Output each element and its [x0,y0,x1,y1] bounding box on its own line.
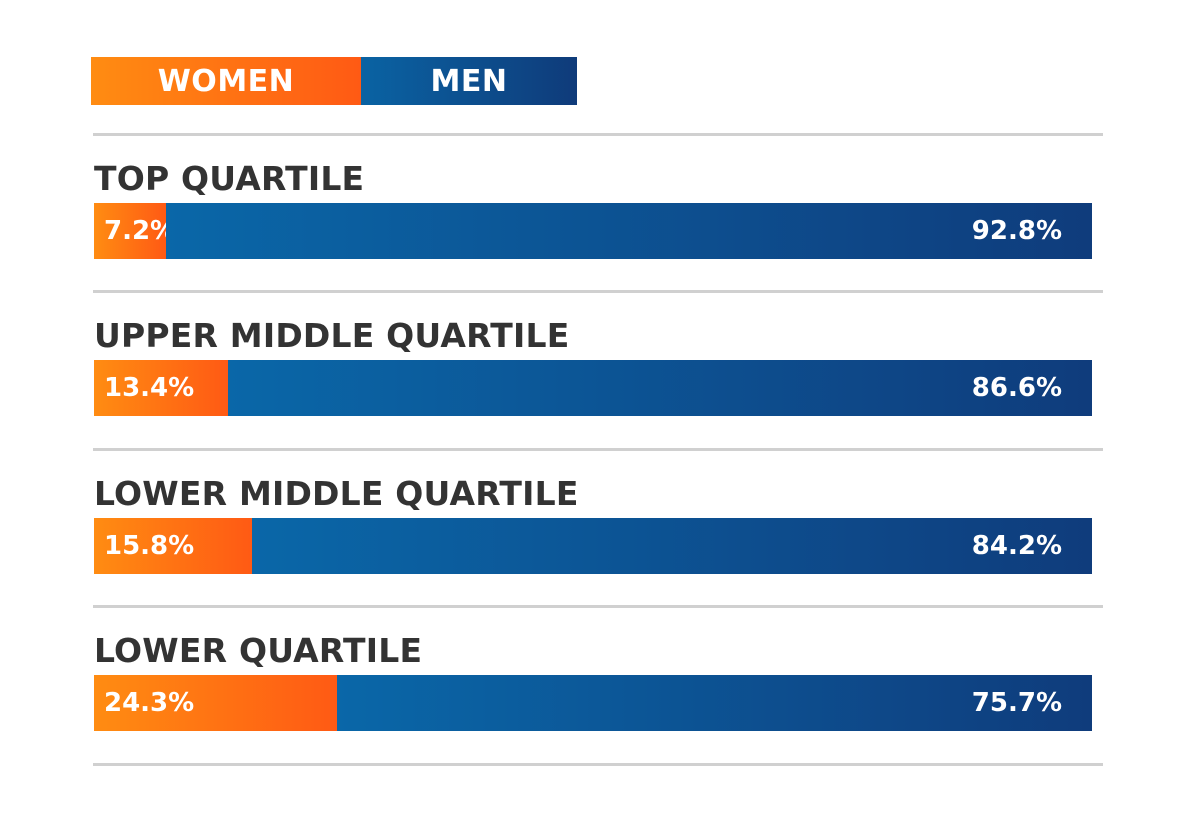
data-label-women: 7.2% [104,216,177,246]
bar-segment-women: 13.4% [94,360,228,416]
divider [93,133,1103,136]
bar-segment-men: 84.2% [251,518,1092,574]
divider [93,605,1103,608]
legend-women: WOMEN [91,57,361,105]
bar-segment-men: 75.7% [336,675,1092,731]
legend: WOMEN MEN [91,57,577,105]
data-label-women: 13.4% [104,373,195,403]
bar-segment-men: 92.8% [165,203,1092,259]
bar-row: 15.8% 84.2% [94,518,1092,574]
bar-segment-women: 15.8% [94,518,252,574]
legend-men-label: MEN [430,63,508,99]
data-label-men: 86.6% [971,373,1062,403]
bar-segment-women: 7.2% [94,203,176,259]
category-label: LOWER MIDDLE QUARTILE [94,474,579,513]
data-label-women: 15.8% [104,531,195,561]
divider [93,290,1103,293]
category-label: TOP QUARTILE [94,159,365,198]
category-label: UPPER MIDDLE QUARTILE [94,316,570,355]
data-label-men: 84.2% [971,531,1062,561]
data-label-men: 92.8% [971,216,1062,246]
legend-women-label: WOMEN [157,63,295,99]
bar-row: 24.3% 75.7% [94,675,1092,731]
bar-row: 13.4% 86.6% [94,360,1092,416]
legend-men: MEN [361,57,577,105]
divider [93,763,1103,766]
bar-segment-men: 86.6% [227,360,1092,416]
data-label-men: 75.7% [971,688,1062,718]
bar-row: 7.2% 92.8% [94,203,1092,259]
data-label-women: 24.3% [104,688,195,718]
bar-segment-women: 24.3% [94,675,337,731]
divider [93,448,1103,451]
category-label: LOWER QUARTILE [94,631,423,670]
